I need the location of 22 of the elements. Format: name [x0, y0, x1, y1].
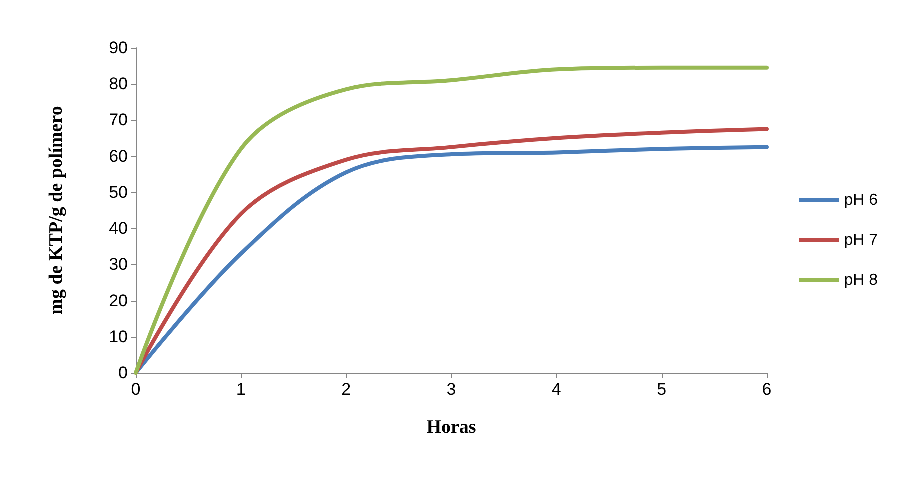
y-tick-label: 80: [109, 74, 128, 94]
x-tick-label: 1: [236, 380, 246, 399]
y-tick-label: 70: [109, 110, 128, 130]
x-axis-title: Horas: [426, 417, 476, 438]
legend-label: pH 7: [844, 232, 878, 249]
y-tick-label: 20: [109, 291, 128, 310]
y-axis-title: mg de KTP/g de polímero: [46, 106, 67, 315]
x-tick-label: 4: [552, 380, 562, 399]
y-tick-label: 40: [109, 219, 128, 238]
y-tick-label: 10: [109, 327, 128, 346]
x-tick-label: 0: [131, 380, 141, 399]
x-tick-label: 6: [762, 380, 772, 399]
x-tick-label: 5: [657, 380, 667, 399]
y-tick-label: 30: [109, 255, 128, 274]
legend-label: pH 6: [844, 192, 878, 209]
x-tick-label: 3: [446, 380, 456, 399]
legend-label: pH 8: [844, 272, 878, 289]
x-tick-label: 2: [342, 380, 352, 399]
y-tick-label: 60: [109, 146, 128, 166]
y-tick-label: 90: [109, 38, 128, 58]
y-tick-label: 0: [118, 364, 128, 382]
y-tick-label: 50: [109, 182, 128, 202]
